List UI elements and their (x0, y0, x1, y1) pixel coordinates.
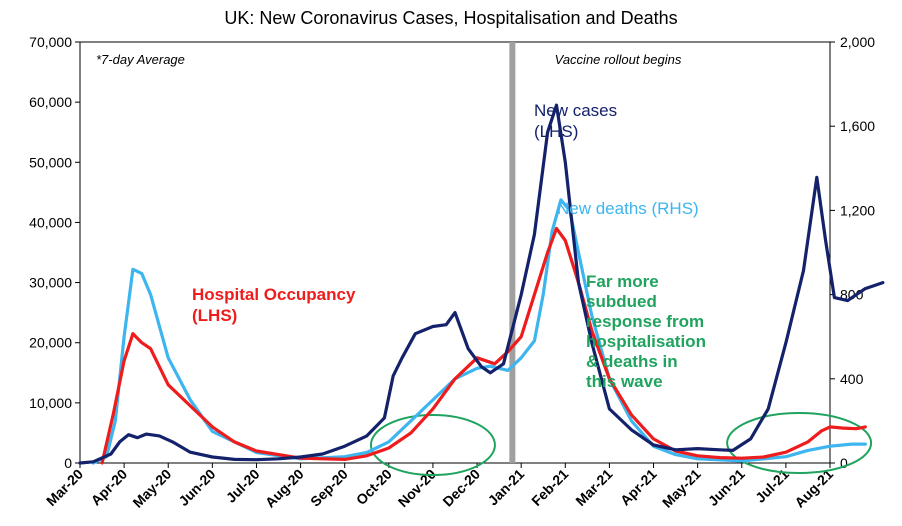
vaccine-rollout-label: Vaccine rollout begins (555, 52, 682, 67)
y-left-tick-label: 30,000 (29, 275, 72, 291)
x-tick-label: Jan-21 (485, 466, 528, 509)
y-left-tick-label: 50,000 (29, 154, 72, 170)
annotation-subdued-response: Far more (586, 272, 659, 291)
x-tick-label: Jul-20 (223, 466, 263, 506)
x-tick-label: Feb-21 (528, 466, 571, 509)
x-tick-label: Apr-21 (617, 466, 660, 509)
y-left-tick-label: 10,000 (29, 395, 72, 411)
annotation-new-cases: New cases (534, 101, 617, 120)
highlight-ellipse-summer-2021 (726, 412, 873, 474)
x-tick-label: Jun-20 (175, 466, 218, 509)
annotation-new-deaths: New deaths (RHS) (557, 199, 699, 218)
y-right-tick-label: 400 (840, 371, 864, 387)
highlight-ellipse-autumn-2020 (369, 414, 496, 476)
annotation-subdued-response: response from (586, 312, 704, 331)
seven-day-average-note: *7-day Average (96, 52, 185, 67)
x-tick-label: May-21 (659, 466, 704, 511)
x-tick-label: Aug-20 (262, 466, 307, 511)
x-tick-label: Nov-20 (395, 466, 439, 510)
x-tick-label: Mar-20 (43, 466, 86, 509)
y-left-tick-label: 20,000 (29, 335, 72, 351)
x-tick-label: Mar-21 (572, 466, 615, 509)
y-left-tick-label: 0 (64, 455, 72, 471)
annotation-subdued-response: hospitalisation (586, 332, 706, 351)
x-tick-label: Sep-20 (307, 466, 351, 510)
series-line-new-cases (78, 103, 885, 465)
annotation-subdued-response: this wave (586, 372, 663, 391)
annotation-hospital-occupancy: Hospital Occupancy (192, 285, 356, 304)
y-left-tick-label: 60,000 (29, 94, 72, 110)
y-right-tick-label: 0 (840, 455, 848, 471)
x-tick-label: Jun-21 (705, 466, 748, 509)
annotation-new-cases: (LHS) (534, 122, 578, 141)
x-tick-label: Oct-20 (353, 466, 395, 508)
x-tick-label: May-20 (129, 466, 174, 511)
annotation-subdued-response: subdued (586, 292, 657, 311)
y-left-tick-label: 70,000 (29, 34, 72, 50)
y-right-tick-label: 1,200 (840, 202, 875, 218)
y-right-tick-label: 2,000 (840, 34, 875, 50)
x-tick-label: Apr-20 (88, 466, 131, 509)
chart-title: UK: New Coronavirus Cases, Hospitalisati… (224, 8, 677, 28)
y-left-tick-label: 40,000 (29, 214, 72, 230)
annotation-subdued-response: & deaths in (586, 352, 678, 371)
annotation-hospital-occupancy: (LHS) (192, 306, 237, 325)
plot-frame (79, 41, 831, 464)
series-line-hospital-occupancy (100, 226, 867, 465)
y-right-tick-label: 1,600 (840, 118, 875, 134)
